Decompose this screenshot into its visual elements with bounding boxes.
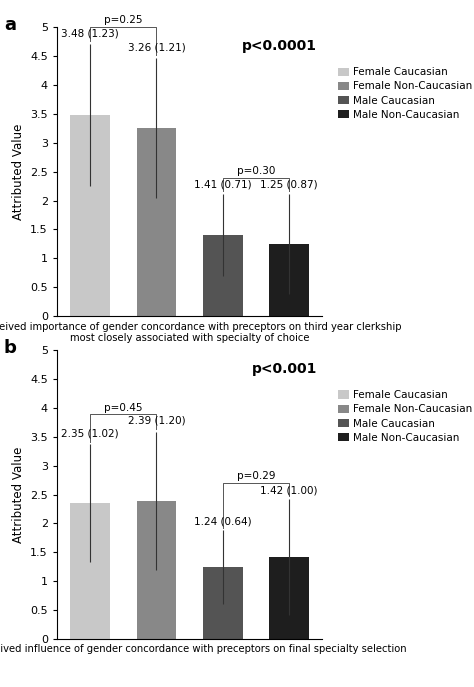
Y-axis label: Attributed Value: Attributed Value [11, 447, 25, 543]
Text: p=0.29: p=0.29 [237, 471, 275, 482]
Y-axis label: Attributed Value: Attributed Value [11, 124, 25, 220]
Text: 2.35 (1.02): 2.35 (1.02) [61, 429, 119, 439]
Text: 1.41 (0.71): 1.41 (0.71) [194, 179, 252, 190]
Bar [70, 504, 110, 639]
Text: b: b [4, 339, 17, 357]
Text: 1.25 (0.87): 1.25 (0.87) [260, 179, 318, 190]
Text: p<0.001: p<0.001 [252, 362, 317, 376]
Legend: Female Caucasian, Female Non-Caucasian, Male Caucasian, Male Non-Caucasian: Female Caucasian, Female Non-Caucasian, … [338, 67, 472, 120]
Text: p=0.25: p=0.25 [104, 15, 143, 25]
Text: a: a [4, 16, 16, 34]
Bar [269, 557, 309, 639]
Bar [137, 128, 176, 316]
Bar [203, 567, 243, 639]
Bar [137, 501, 176, 639]
Text: 3.26 (1.21): 3.26 (1.21) [128, 43, 185, 52]
Text: p=0.45: p=0.45 [104, 403, 143, 413]
Text: 3.48 (1.23): 3.48 (1.23) [61, 28, 119, 38]
Text: 1.42 (1.00): 1.42 (1.00) [260, 485, 318, 495]
Text: p=0.30: p=0.30 [237, 166, 275, 176]
Legend: Female Caucasian, Female Non-Caucasian, Male Caucasian, Male Non-Caucasian: Female Caucasian, Female Non-Caucasian, … [338, 390, 472, 442]
Bar [203, 235, 243, 316]
Text: 2.39 (1.20): 2.39 (1.20) [128, 416, 185, 426]
Text: p<0.0001: p<0.0001 [242, 39, 317, 53]
X-axis label: Perceived importance of gender concordance with preceptors on third year clerksh: Perceived importance of gender concordan… [0, 322, 401, 344]
Bar [269, 244, 309, 316]
Text: 1.24 (0.64): 1.24 (0.64) [194, 517, 252, 526]
X-axis label: Perceived influence of gender concordance with preceptors on final specialty sel: Perceived influence of gender concordanc… [0, 644, 406, 655]
Bar [70, 115, 110, 316]
